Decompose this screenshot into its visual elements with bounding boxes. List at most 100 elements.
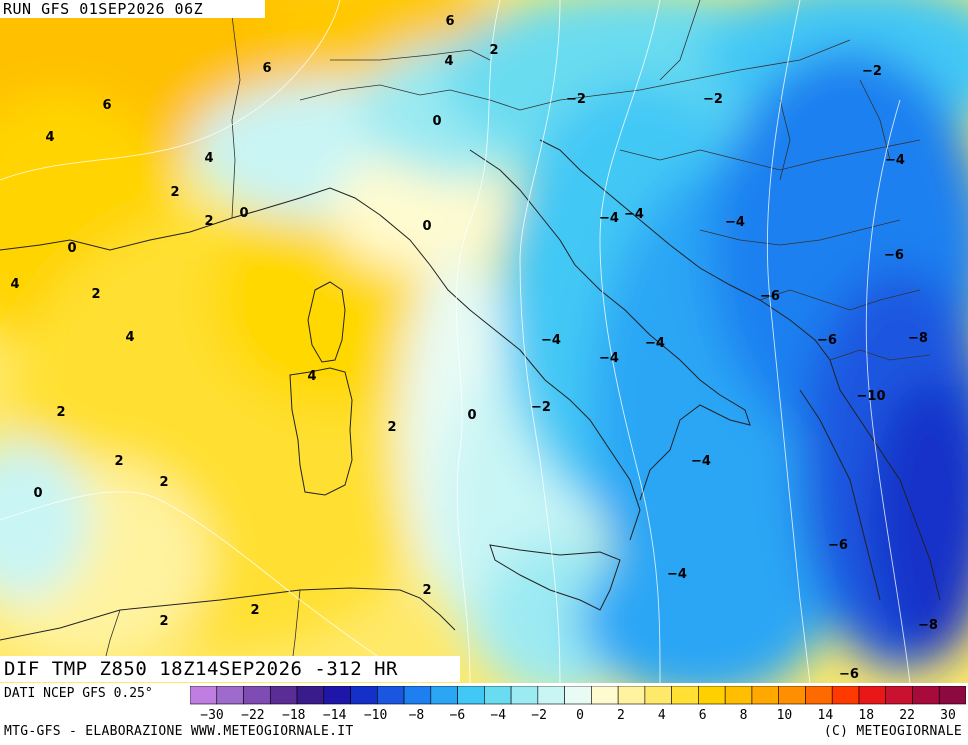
contour-label-text: 4 xyxy=(45,130,54,145)
color-legend: −30 −22 −18 −14 −10 −8 −6 −4 −2 0 2 4 6 8 10 14 18 22 30 xyxy=(190,686,966,722)
contour-label: −4 xyxy=(667,567,687,582)
legend-swatch xyxy=(938,686,966,705)
contour-label-text: 4 xyxy=(125,330,134,345)
contour-label-text: 2 xyxy=(159,475,168,490)
contour-label: 4 xyxy=(444,54,453,69)
contour-label: −2 xyxy=(862,64,882,79)
contour-label-text: 4 xyxy=(204,151,213,166)
data-source-label: DATI NCEP GFS 0.25° xyxy=(4,686,153,701)
legend-label: 2 xyxy=(617,708,625,722)
field-title: DIF TMP Z850 18Z14SEP2026 -312 HR xyxy=(0,656,460,682)
contour-label: −6 xyxy=(839,667,859,682)
legend-swatch xyxy=(805,686,833,705)
contour-label: −2 xyxy=(703,92,723,107)
legend-swatch xyxy=(858,686,887,705)
legend-label: −18 xyxy=(282,708,305,722)
legend-label: 0 xyxy=(576,708,584,722)
legend-label: −4 xyxy=(490,708,506,722)
contour-label-text: 2 xyxy=(170,185,179,200)
legend-swatch xyxy=(377,686,405,705)
legend-swatch xyxy=(510,686,539,705)
contour-label-text: 2 xyxy=(422,583,431,598)
contour-label-text: 2 xyxy=(250,603,259,618)
contour-label-text: 0 xyxy=(467,408,476,423)
contour-label: −4 xyxy=(599,351,619,366)
contour-label-text: −4 xyxy=(667,567,687,582)
contour-label: −6 xyxy=(828,538,848,553)
legend-label: 4 xyxy=(658,708,666,722)
contour-label: 2 xyxy=(114,454,123,469)
contour-label-text: 2 xyxy=(159,614,168,629)
legend-label: −14 xyxy=(323,708,347,722)
contour-label-text: −6 xyxy=(828,538,848,553)
contour-label: 4 xyxy=(10,277,19,292)
contour-label-text: −4 xyxy=(541,333,561,348)
contour-label: 6 xyxy=(102,98,111,113)
contour-label: −6 xyxy=(884,248,904,263)
contour-label: −6 xyxy=(817,333,837,348)
legend-label: 10 xyxy=(777,708,793,722)
legend-swatch xyxy=(430,686,458,705)
contour-label: −4 xyxy=(691,454,711,469)
contour-label-text: 0 xyxy=(239,206,248,221)
legend-label: 18 xyxy=(858,708,874,722)
contour-label: −2 xyxy=(531,400,551,415)
contour-label-text: 2 xyxy=(91,287,100,302)
contour-label: −4 xyxy=(541,333,561,348)
contour-label-text: 6 xyxy=(102,98,111,113)
legend-swatch xyxy=(778,686,806,705)
contour-label: −4 xyxy=(885,153,905,168)
contour-label-text: −4 xyxy=(599,351,619,366)
contour-label: 0 xyxy=(422,219,431,234)
contour-label-text: −8 xyxy=(918,618,938,633)
legend-label: −10 xyxy=(364,708,387,722)
contour-label: 0 xyxy=(67,241,76,256)
coastlines xyxy=(0,139,941,641)
contour-label: 2 xyxy=(159,614,168,629)
contour-label: 4 xyxy=(204,151,213,166)
legend-swatch xyxy=(243,686,271,705)
contour-label-text: −8 xyxy=(908,331,928,346)
legend-label: −2 xyxy=(531,708,547,722)
contour-label: 4 xyxy=(125,330,134,345)
contour-label: 6 xyxy=(262,61,271,76)
legend-swatch xyxy=(912,686,940,705)
contour-label-text: 2 xyxy=(114,454,123,469)
contour-label-text: −4 xyxy=(725,215,745,230)
footer-copyright: (C) METEOGIORNALE xyxy=(823,724,962,739)
contour-label: 0 xyxy=(467,408,476,423)
legend-swatch xyxy=(216,686,244,705)
contour-label-text: −6 xyxy=(884,248,904,263)
contour-label: 0 xyxy=(432,114,441,129)
contour-label: 2 xyxy=(387,420,396,435)
legend-swatch xyxy=(617,686,646,705)
legend-label: 6 xyxy=(699,708,707,722)
contour-label-text: 4 xyxy=(10,277,19,292)
legend-swatches xyxy=(190,686,966,705)
contour-label-text: 2 xyxy=(204,214,213,229)
field-shading xyxy=(0,0,968,683)
contour-label: 0 xyxy=(239,206,248,221)
contour-label: 2 xyxy=(489,43,498,58)
contour-label: 0 xyxy=(33,486,42,501)
contour-label: −4 xyxy=(645,336,665,351)
contour-label-text: 2 xyxy=(56,405,65,420)
contour-label-text: 6 xyxy=(445,14,454,29)
legend-label: −22 xyxy=(241,708,264,722)
legend-swatch xyxy=(724,686,753,705)
contour-label-text: −4 xyxy=(645,336,665,351)
contour-label-text: −4 xyxy=(691,454,711,469)
contour-label-text: −2 xyxy=(862,64,882,79)
contour-label-layer: 6 6 4 2 −2 −2 −2 6 0 4 4 −4 2 0 2 −4 −4 −4 0 0 −6 4 2 −6 4 −4 −4 −6… xyxy=(10,14,938,682)
contour-label: 2 xyxy=(159,475,168,490)
legend-swatch xyxy=(403,686,432,705)
run-title: RUN GFS 01SEP2026 06Z xyxy=(0,0,265,18)
legend-swatch xyxy=(751,686,779,705)
contour-label: 2 xyxy=(91,287,100,302)
contour-label-text: −2 xyxy=(566,92,586,107)
contour-label-text: −6 xyxy=(839,667,859,682)
legend-label: −30 xyxy=(200,708,223,722)
contour-label-text: 2 xyxy=(489,43,498,58)
legend-swatch xyxy=(484,686,512,705)
contour-label-text: −2 xyxy=(703,92,723,107)
